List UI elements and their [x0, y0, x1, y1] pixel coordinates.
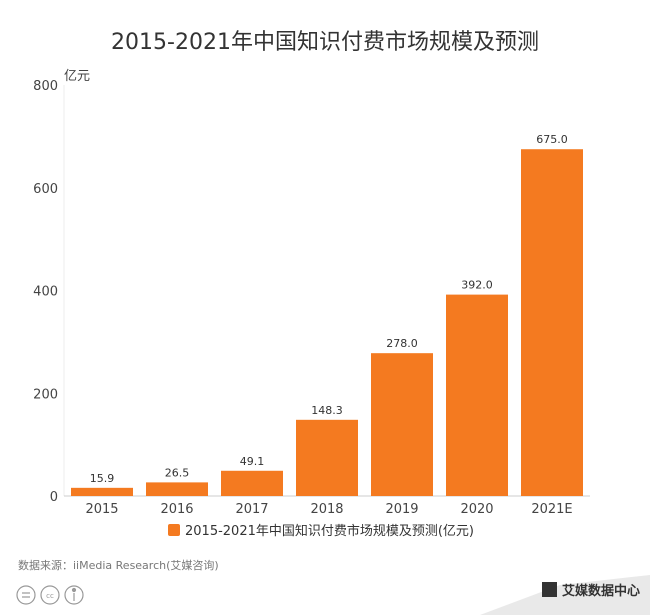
x-tick-label: 2018	[310, 502, 343, 517]
bar	[371, 353, 433, 496]
y-tick-label: 800	[33, 79, 58, 94]
cc-icon	[40, 585, 60, 605]
y-tick-label: 0	[50, 490, 58, 505]
x-tick-label: 2020	[460, 502, 493, 517]
nd-icon	[16, 585, 36, 605]
logo-banner	[480, 575, 650, 615]
y-tick-label: 600	[33, 182, 58, 197]
y-tick-label: 200	[33, 387, 58, 402]
data-label: 15.9	[90, 472, 115, 485]
data-label: 148.3	[311, 404, 343, 417]
legend-swatch	[168, 524, 180, 536]
data-label: 675.0	[536, 133, 568, 146]
svg-text:cc: cc	[46, 592, 54, 600]
y-axis-label: 亿元	[64, 69, 90, 84]
cc-license-icons: cc	[16, 585, 84, 605]
x-tick-label: 2017	[235, 502, 268, 517]
legend-label: 2015-2021年中国知识付费市场规模及预测(亿元)	[185, 523, 474, 539]
logo-mark-icon	[542, 582, 557, 597]
x-tick-label: 2021E	[531, 502, 572, 517]
x-tick-label: 2015	[85, 502, 118, 517]
bar	[296, 419, 358, 496]
by-icon	[64, 585, 84, 605]
data-label: 392.0	[461, 279, 493, 292]
bar	[221, 470, 283, 496]
data-label: 278.0	[386, 337, 418, 350]
source-note: 数据来源：iiMedia Research(艾媒咨询)	[18, 558, 219, 572]
y-tick-label: 400	[33, 285, 58, 300]
bar	[521, 149, 583, 496]
x-tick-label: 2019	[385, 502, 418, 517]
logo-text: 艾媒数据中心	[562, 583, 640, 599]
bar	[146, 482, 208, 496]
chart-title: 2015-2021年中国知识付费市场规模及预测	[111, 30, 539, 55]
bar	[446, 294, 508, 496]
data-label: 49.1	[240, 455, 265, 468]
x-tick-label: 2016	[160, 502, 193, 517]
data-label: 26.5	[165, 466, 190, 479]
bar	[71, 487, 133, 496]
